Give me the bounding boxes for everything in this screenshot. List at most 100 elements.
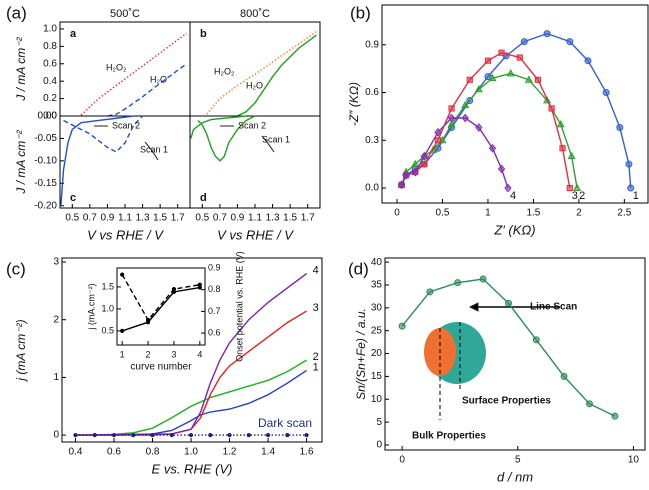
marker: [548, 105, 555, 112]
marker: [145, 320, 151, 325]
y2-tick-label: 0.9: [208, 262, 221, 272]
y-tick-label: 1.5: [101, 281, 114, 291]
marker: [188, 432, 194, 438]
marker: [488, 143, 497, 153]
marker: [474, 84, 483, 93]
marker: [484, 57, 492, 64]
y-tick-label: 0.9: [365, 39, 379, 50]
x-tick-label: 1.1: [248, 213, 262, 224]
marker: [398, 322, 406, 330]
marker: [602, 89, 610, 97]
panel-label: (d): [348, 259, 369, 278]
x-tick-label: 1.7: [171, 213, 185, 224]
marker: [616, 124, 624, 132]
x-tick-label: 1.2: [223, 447, 237, 458]
series-line: [400, 51, 571, 189]
annotation: H₂O₂: [106, 62, 127, 72]
marker: [265, 432, 271, 438]
annotation: Bulk Properties: [412, 431, 486, 442]
marker: [150, 432, 155, 438]
subplot-letter: b: [200, 28, 207, 40]
subplot-title: 500˚C: [110, 8, 140, 20]
x-tick-label: 0.9: [100, 213, 114, 224]
plot-frame: [384, 257, 646, 451]
annotation: Surface Properties: [462, 396, 551, 407]
series-line: [190, 115, 247, 139]
marker: [498, 49, 505, 56]
x-tick-label: 0.4: [69, 447, 83, 458]
y-tick-label: 0.2: [43, 93, 57, 104]
y-tick-label: 5: [376, 417, 382, 428]
marker: [625, 160, 633, 168]
x-tick-label: 0.7: [213, 213, 227, 224]
y-tick-label: -0.05: [34, 133, 57, 144]
annotation: H₂O: [150, 74, 167, 84]
x-tick-label: 0.5: [195, 213, 209, 224]
y-tick-label: 25: [371, 325, 383, 336]
series-label: 3: [313, 302, 319, 314]
y-tick-label: 0.0: [365, 183, 379, 194]
series-line: [107, 63, 187, 117]
marker: [169, 432, 174, 438]
y-tick-label: 0.4: [43, 76, 57, 87]
y-tick-label: 0.5: [101, 325, 114, 335]
y-tick-label: 0: [53, 430, 59, 441]
x-tick-label: 1.5: [283, 213, 297, 224]
marker: [466, 76, 473, 83]
marker: [516, 54, 523, 61]
series-label: 1: [313, 361, 319, 373]
marker: [171, 289, 177, 294]
y-axis-label: J / mA cm⁻²: [14, 129, 28, 194]
y-tick-label: 1.0: [43, 24, 57, 35]
x-tick-label: 1: [485, 208, 491, 219]
y-tick-label: 40: [371, 257, 383, 268]
x-tick-label: 1.3: [266, 213, 280, 224]
x-tick-label: 2: [146, 349, 151, 359]
subplot-letter: a: [70, 28, 77, 40]
y-axis-label: J / mA cm⁻²: [14, 36, 28, 101]
y-tick-label: 20: [371, 348, 383, 359]
y-axis-label: j (mA.cm⁻²): [86, 283, 96, 330]
x-axis-label: V vs RHE / V: [217, 227, 294, 242]
marker: [504, 183, 512, 193]
x-tick-label: 1.6: [300, 447, 314, 458]
marker: [131, 432, 136, 438]
marker: [92, 432, 97, 438]
series-line: [121, 274, 200, 322]
marker: [227, 432, 232, 438]
y-tick-label: 0.8: [43, 41, 57, 52]
x-axis-label: d / nm: [497, 469, 533, 484]
series-line: [63, 115, 144, 153]
y-tick-label: 10: [371, 394, 383, 405]
marker: [543, 30, 551, 38]
marker: [420, 151, 428, 161]
marker: [573, 183, 582, 191]
x-axis-label: E vs. RHE (V): [152, 461, 233, 476]
x-tick-label: 10: [628, 455, 640, 466]
marker: [454, 279, 462, 287]
x-tick-label: 1.1: [118, 213, 132, 224]
marker: [488, 73, 497, 82]
annotation: Scan 1: [140, 144, 168, 154]
y2-tick-label: 0.6: [208, 327, 221, 337]
series-label: 4: [510, 190, 516, 202]
plot-frame: [61, 257, 323, 443]
y-tick-label: 1: [53, 372, 59, 383]
subplot-letter: c: [70, 192, 76, 204]
series-label: 3: [572, 190, 578, 202]
x-tick-label: 0.9: [230, 213, 244, 224]
y-tick-label: 15: [371, 371, 383, 382]
marker: [285, 432, 290, 438]
arrow-head: [468, 302, 479, 312]
marker: [208, 432, 213, 438]
y-axis-label: -Z″ (KΩ): [347, 82, 361, 126]
x-tick-label: 1.7: [301, 213, 315, 224]
marker: [411, 159, 420, 168]
marker: [434, 127, 442, 137]
marker: [505, 299, 513, 307]
y2-axis-label: Onset potential vs. RHE (V): [234, 251, 244, 362]
x-tick-label: 1.5: [153, 213, 167, 224]
series-label: 4: [313, 264, 319, 276]
